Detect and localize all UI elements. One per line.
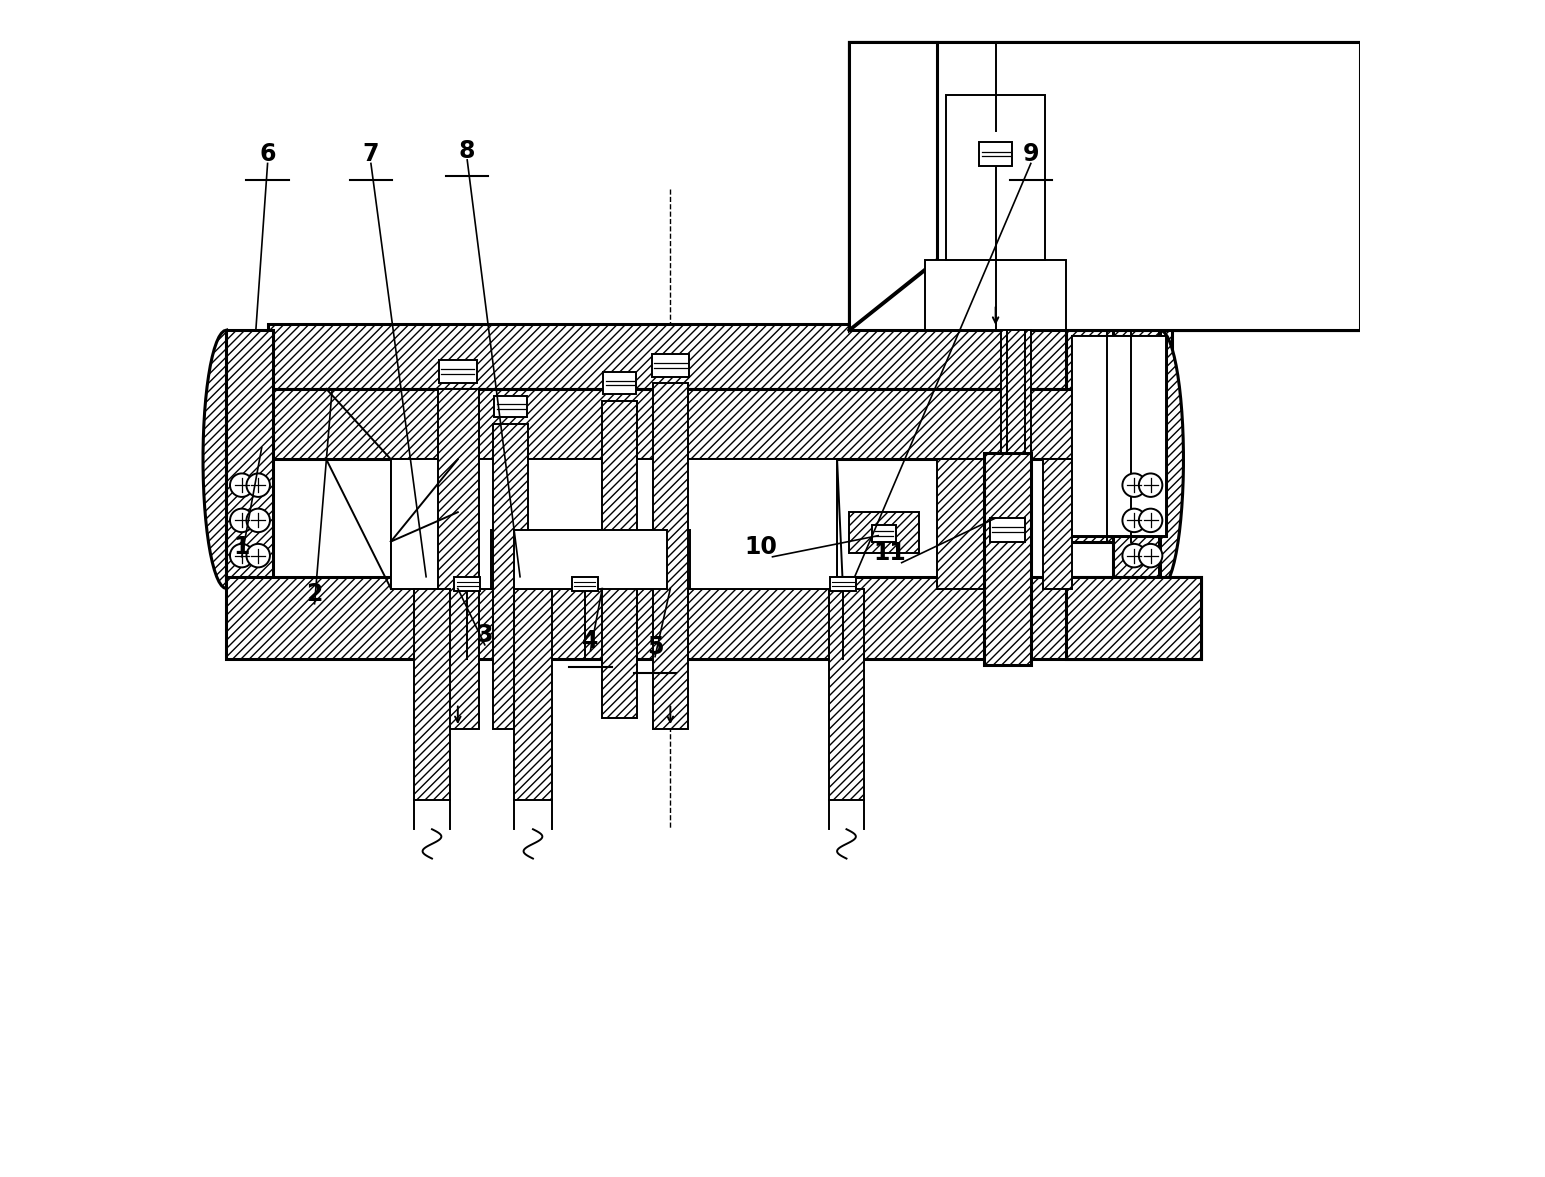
Text: 1: 1 (233, 536, 250, 559)
Bar (830, 577, 856, 591)
Bar (925, 260, 1066, 331)
Polygon shape (227, 331, 273, 588)
Bar (572, 577, 598, 591)
Text: 8: 8 (459, 139, 476, 162)
Bar (691, 459, 837, 588)
Bar (936, 459, 995, 588)
Bar (267, 325, 1066, 388)
Bar (439, 359, 476, 383)
Bar (848, 512, 919, 553)
Bar (1001, 331, 1031, 453)
Bar (980, 142, 1012, 166)
Polygon shape (1112, 331, 1160, 588)
Circle shape (1139, 473, 1162, 497)
Bar (227, 388, 1108, 459)
Bar (828, 588, 864, 800)
Circle shape (1139, 508, 1162, 532)
Circle shape (247, 473, 270, 497)
Bar (493, 424, 528, 730)
Circle shape (247, 508, 270, 532)
Bar (946, 95, 1044, 260)
Bar (1072, 337, 1166, 536)
Bar (652, 353, 689, 377)
Bar (437, 388, 479, 730)
Text: 6: 6 (260, 142, 277, 166)
Text: 11: 11 (873, 541, 907, 565)
Bar (848, 42, 1360, 331)
Bar (494, 395, 527, 417)
Text: 3: 3 (476, 624, 493, 647)
Bar (514, 588, 552, 800)
Bar (1072, 337, 1166, 536)
Polygon shape (848, 42, 936, 331)
Bar (603, 400, 638, 718)
Text: 2: 2 (306, 583, 323, 606)
Bar (990, 518, 1024, 541)
Bar (227, 577, 1200, 659)
Circle shape (230, 473, 253, 497)
Text: 5: 5 (647, 636, 663, 659)
Bar (604, 372, 637, 393)
Circle shape (1122, 473, 1146, 497)
Bar (652, 383, 688, 730)
Text: 7: 7 (363, 142, 379, 166)
Bar (491, 530, 691, 588)
Circle shape (247, 544, 270, 567)
Text: 4: 4 (582, 630, 598, 653)
Circle shape (230, 508, 253, 532)
Bar (1043, 459, 1072, 588)
Bar (848, 42, 1360, 331)
Bar (391, 459, 491, 588)
Bar (1066, 331, 1171, 541)
Bar (454, 577, 480, 591)
Text: 10: 10 (745, 536, 777, 559)
Circle shape (1139, 544, 1162, 567)
Circle shape (1122, 544, 1146, 567)
Bar (414, 588, 450, 800)
Circle shape (230, 544, 253, 567)
Polygon shape (202, 331, 227, 588)
Bar (514, 530, 667, 588)
Text: 9: 9 (1023, 142, 1040, 166)
Bar (1066, 577, 1200, 659)
Circle shape (1122, 508, 1146, 532)
Bar (873, 525, 896, 541)
Bar (848, 42, 1360, 331)
Bar (391, 459, 837, 588)
Polygon shape (1160, 331, 1183, 588)
Bar (984, 453, 1031, 665)
